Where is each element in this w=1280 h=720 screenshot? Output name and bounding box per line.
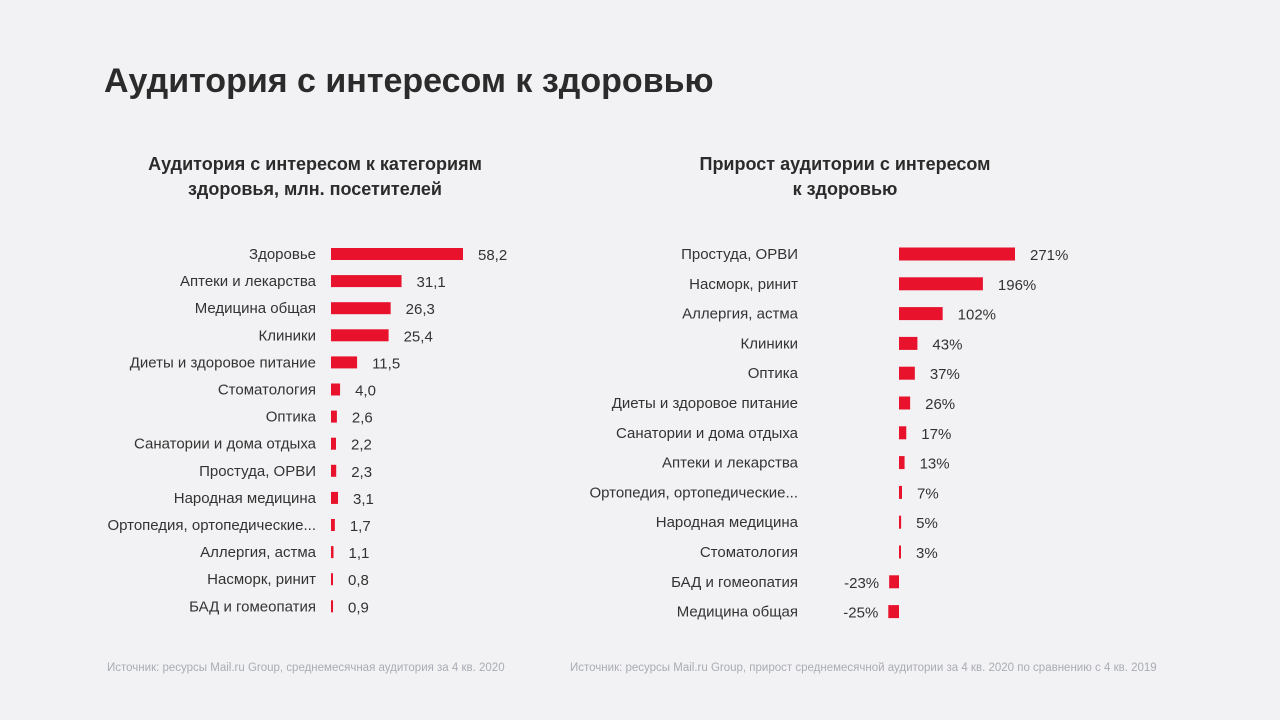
category-label: Насморк, ринит bbox=[689, 276, 798, 293]
page-title: Аудитория с интересом к здоровью bbox=[104, 62, 714, 100]
value-label: 31,1 bbox=[417, 274, 446, 291]
value-label: 1,1 bbox=[348, 545, 369, 562]
bar bbox=[331, 519, 335, 531]
category-label: Народная медицина bbox=[174, 490, 317, 507]
value-label: 26% bbox=[925, 396, 955, 413]
chart-title-right: Прирост аудитории с интересом к здоровью bbox=[650, 152, 1040, 202]
category-label: Санатории и дома отдыха bbox=[134, 436, 317, 453]
value-label: 0,8 bbox=[348, 572, 369, 589]
source-note-right: Источник: ресурсы Mail.ru Group, прирост… bbox=[570, 662, 1157, 674]
bar bbox=[899, 485, 902, 499]
chart-title-left: Аудитория с интересом к категориям здоро… bbox=[120, 152, 510, 202]
value-label: 2,6 bbox=[352, 410, 373, 427]
value-label: -23% bbox=[844, 575, 879, 592]
category-label: Простуда, ОРВИ bbox=[199, 463, 316, 480]
value-label: 17% bbox=[921, 426, 951, 443]
value-label: 0,9 bbox=[348, 599, 369, 616]
category-label: Диеты и здоровое питание bbox=[130, 354, 316, 371]
bar bbox=[899, 336, 918, 350]
bar bbox=[331, 491, 339, 504]
value-label: 102% bbox=[958, 307, 996, 324]
chart-title-line: здоровья, млн. посетителей bbox=[187, 179, 442, 199]
category-label: БАД и гомеопатия bbox=[189, 598, 316, 615]
bar bbox=[331, 546, 334, 559]
category-label: Санатории и дома отдыха bbox=[616, 425, 799, 442]
value-label: 37% bbox=[930, 366, 960, 383]
value-label: 2,2 bbox=[351, 437, 372, 454]
bar bbox=[331, 464, 337, 477]
value-label: -25% bbox=[843, 605, 878, 622]
bar bbox=[331, 248, 463, 260]
bar bbox=[331, 600, 334, 613]
category-label: Народная медицина bbox=[656, 514, 799, 531]
chart-title-line: к здоровью bbox=[792, 179, 898, 199]
category-label: Аллергия, астма bbox=[682, 306, 799, 323]
value-label: 5% bbox=[916, 515, 938, 532]
category-label: Насморк, ринит bbox=[207, 571, 316, 588]
bar bbox=[331, 573, 333, 586]
category-label: Здоровье bbox=[249, 246, 316, 263]
value-label: 3% bbox=[916, 545, 938, 562]
chart-title-line: Прирост аудитории с интересом bbox=[699, 154, 991, 174]
chart-title-line: Аудитория с интересом к категориям bbox=[148, 154, 482, 174]
category-label: Клиники bbox=[259, 327, 316, 344]
category-label: Стоматология bbox=[700, 544, 798, 561]
value-label: 58,2 bbox=[478, 247, 507, 264]
category-label: БАД и гомеопатия bbox=[671, 574, 798, 591]
bar bbox=[331, 275, 402, 288]
category-label: Стоматология bbox=[218, 382, 316, 399]
value-label: 26,3 bbox=[406, 301, 435, 318]
bar bbox=[899, 396, 911, 410]
value-label: 11,5 bbox=[372, 355, 400, 372]
bar bbox=[899, 426, 907, 440]
bar bbox=[899, 307, 943, 321]
source-note-left: Источник: ресурсы Mail.ru Group, среднем… bbox=[107, 662, 505, 674]
category-label: Медицина общая bbox=[677, 604, 798, 621]
category-label: Клиники bbox=[741, 335, 798, 352]
category-label: Ортопедия, ортопедические... bbox=[589, 484, 798, 501]
value-label: 3,1 bbox=[353, 491, 374, 508]
category-label: Аллергия, астма bbox=[200, 544, 317, 561]
bar bbox=[899, 545, 901, 559]
bar bbox=[899, 366, 915, 380]
bar bbox=[331, 329, 389, 342]
value-label: 43% bbox=[932, 336, 962, 353]
bar bbox=[889, 575, 899, 589]
bar bbox=[899, 515, 902, 529]
bar bbox=[331, 356, 358, 369]
bar bbox=[331, 383, 341, 396]
category-label: Оптика bbox=[748, 365, 799, 382]
category-label: Медицина общая bbox=[195, 300, 316, 317]
category-label: Оптика bbox=[266, 409, 317, 426]
bar bbox=[331, 302, 391, 315]
category-label: Простуда, ОРВИ bbox=[681, 246, 798, 263]
value-label: 7% bbox=[917, 485, 939, 502]
value-label: 25,4 bbox=[404, 328, 433, 345]
bar bbox=[899, 247, 1015, 261]
category-label: Ортопедия, ортопедические... bbox=[107, 517, 316, 534]
bar bbox=[899, 456, 905, 470]
value-label: 13% bbox=[920, 456, 950, 473]
value-label: 271% bbox=[1030, 247, 1068, 264]
category-label: Диеты и здоровое питание bbox=[612, 395, 798, 412]
category-label: Аптеки и лекарства bbox=[662, 455, 799, 472]
value-label: 2,3 bbox=[351, 464, 372, 481]
bar bbox=[331, 410, 337, 423]
value-label: 196% bbox=[998, 277, 1036, 294]
category-label: Аптеки и лекарства bbox=[180, 273, 317, 290]
bar bbox=[899, 277, 983, 291]
bar bbox=[888, 605, 899, 619]
value-label: 1,7 bbox=[350, 518, 371, 535]
value-label: 4,0 bbox=[355, 383, 376, 400]
bar bbox=[331, 437, 336, 450]
